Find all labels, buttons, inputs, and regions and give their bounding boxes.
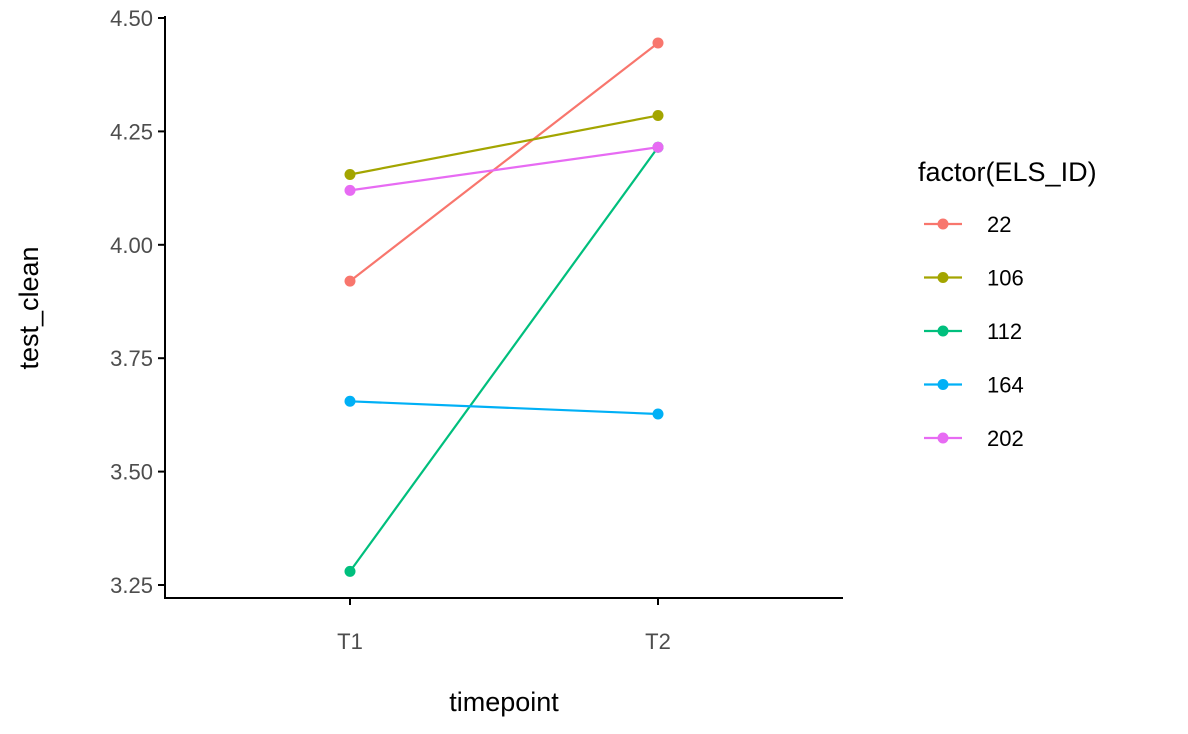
x-axis: T1 T2	[164, 597, 843, 654]
series-line-164	[349, 400, 659, 416]
legend: factor(ELS_ID) 22 106 112 164 202	[918, 157, 1097, 451]
data-point-164-T1	[344, 395, 356, 407]
series-line-22	[349, 42, 659, 282]
legend-item-106: 106	[924, 266, 1024, 291]
y-tick-label: 3.50	[110, 460, 153, 485]
data-point-202-T2	[652, 141, 664, 153]
legend-items: 22 106 112 164 202	[924, 212, 1024, 451]
legend-label: 202	[987, 426, 1024, 451]
y-ticks: 3.25 3.50 3.75 4.00 4.25 4.50	[110, 6, 165, 598]
legend-label: 164	[987, 373, 1024, 398]
series-layer	[344, 37, 664, 577]
x-tick-label: T2	[645, 629, 671, 654]
series-106	[344, 110, 664, 180]
x-axis-title: timepoint	[449, 687, 559, 717]
series-line-106	[349, 114, 659, 176]
legend-item-22: 22	[924, 212, 1011, 237]
y-tick-label: 3.75	[110, 346, 153, 371]
data-point-22-T1	[344, 275, 356, 287]
y-tick-label: 4.50	[110, 6, 153, 31]
legend-item-202: 202	[924, 426, 1024, 451]
y-axis: 3.25 3.50 3.75 4.00 4.25 4.50	[110, 6, 166, 599]
series-164	[344, 395, 664, 420]
series-112	[344, 141, 664, 577]
series-line-112	[349, 146, 659, 573]
y-tick-label: 4.25	[110, 119, 153, 144]
legend-label: 22	[987, 212, 1011, 237]
legend-key-point	[937, 432, 949, 444]
legend-title: factor(ELS_ID)	[918, 157, 1097, 187]
legend-label: 106	[987, 266, 1024, 291]
legend-item-164: 164	[924, 373, 1024, 398]
y-tick-label: 3.25	[110, 573, 153, 598]
y-tick-label: 4.00	[110, 233, 153, 258]
series-22	[344, 37, 664, 287]
data-point-164-T2	[652, 408, 664, 420]
data-point-106-T1	[344, 168, 356, 180]
data-point-106-T2	[652, 110, 664, 122]
series-202	[344, 141, 664, 196]
data-point-202-T1	[344, 184, 356, 196]
legend-key-point	[937, 272, 949, 283]
legend-key-point	[937, 218, 949, 230]
series-line-202	[349, 146, 659, 192]
y-axis-title: test_clean	[14, 246, 44, 369]
x-tick-label: T1	[337, 629, 363, 654]
x-ticks: T1 T2	[337, 598, 671, 654]
legend-item-112: 112	[924, 319, 1022, 344]
data-point-112-T1	[344, 565, 356, 577]
plot-area	[344, 37, 664, 577]
legend-label: 112	[987, 319, 1022, 344]
legend-key-point	[937, 379, 949, 390]
legend-key-point	[937, 325, 949, 337]
data-point-22-T2	[652, 37, 664, 49]
